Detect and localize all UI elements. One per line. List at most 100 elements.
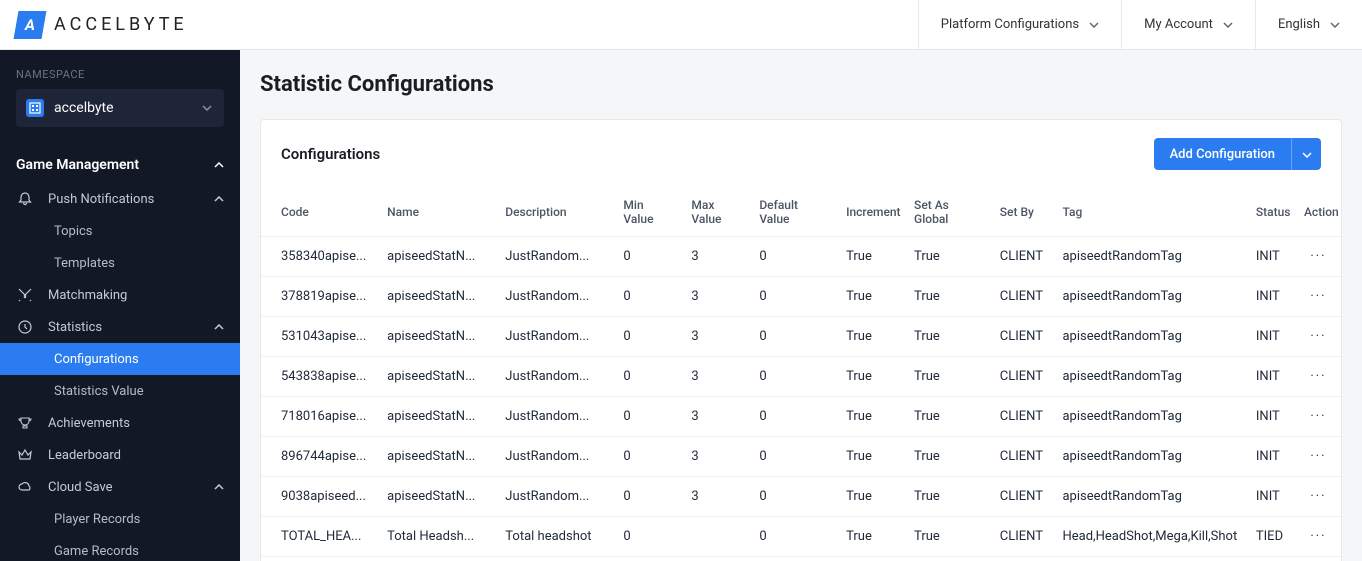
logo-mark-icon: A [14,11,47,39]
sidebar-sub-player-records[interactable]: Player Records [0,503,240,535]
row-action-menu[interactable]: ··· [1296,437,1341,477]
cell-code: 543838apise... [261,357,379,397]
row-action-menu[interactable]: ··· [1296,277,1341,317]
sidebar-sub-configurations[interactable]: Configurations [0,343,240,375]
cell-max: 3 [683,397,751,437]
cell-tag: apiseedtRandomTag [1054,477,1247,517]
configurations-table: Code Name Description Min Value Max Valu… [261,188,1341,561]
sidebar-item-achievements[interactable]: Achievements [0,407,240,439]
table-row[interactable]: 358340apise...apiseedStatN...JustRandom.… [261,237,1341,277]
table-row[interactable]: 896744apise...apiseedStatN...JustRandom.… [261,437,1341,477]
sidebar-sub-templates[interactable]: Templates [0,247,240,279]
logo[interactable]: A ACCELBYTE [16,11,188,39]
namespace-selector[interactable]: accelbyte [16,89,224,127]
row-action-menu[interactable]: ··· [1296,557,1341,561]
cell-code: apiseedstatc... [261,557,379,561]
sidebar-item-matchmaking[interactable]: Matchmaking [0,279,240,311]
sidebar-sub-statistics-value[interactable]: Statistics Value [0,375,240,407]
table-row[interactable]: apiseedstatc...apiSeedStat...apiSeedTest… [261,557,1341,561]
chevron-up-icon [214,484,224,490]
row-action-menu[interactable]: ··· [1296,517,1341,557]
row-action-menu[interactable]: ··· [1296,357,1341,397]
cell-global: True [906,317,992,357]
cell-status: INIT [1248,397,1296,437]
cell-increment: True [838,477,906,517]
cell-set_by: CLIENT [992,237,1055,277]
table-row[interactable]: 531043apise...apiseedStatN...JustRandom.… [261,317,1341,357]
cell-global: True [906,277,992,317]
cell-set_by: CLIENT [992,477,1055,517]
sidebar-item-cloud-save[interactable]: Cloud Save [0,471,240,503]
nav-language[interactable]: English [1255,0,1362,49]
cell-description: JustRandom... [497,277,615,317]
nav-my-account[interactable]: My Account [1121,0,1255,49]
cell-default: 0 [751,317,838,357]
cell-min: 0 [615,277,683,317]
cell-set_by: CLIENT [992,517,1055,557]
sidebar-sub-topics[interactable]: Topics [0,215,240,247]
cell-default: 0 [751,397,838,437]
row-action-menu[interactable]: ··· [1296,317,1341,357]
row-action-menu[interactable]: ··· [1296,237,1341,277]
nav-platform-config[interactable]: Platform Configurations [918,0,1121,49]
cell-max: 3 [683,237,751,277]
cell-set_by: CLIENT [992,317,1055,357]
swords-icon [16,287,34,303]
table-row[interactable]: 9038apiseed...apiseedStatN...JustRandom.… [261,477,1341,517]
nav-my-account-label: My Account [1144,17,1213,32]
col-action: Action [1296,188,1341,237]
cell-set_by: SERVER [992,557,1055,561]
cell-increment: True [838,557,906,561]
sidebar-item-push-notifications[interactable]: Push Notifications [0,183,240,215]
row-action-menu[interactable]: ··· [1296,477,1341,517]
col-status: Status [1248,188,1296,237]
topbar: A ACCELBYTE Platform Configurations My A… [0,0,1362,50]
sidebar-section-game-management[interactable]: Game Management [0,147,240,183]
table-row[interactable]: 543838apise...apiseedStatN...JustRandom.… [261,357,1341,397]
cell-name: apiseedStatN... [379,477,497,517]
table-row[interactable]: 718016apise...apiseedStatN...JustRandom.… [261,397,1341,437]
table-row[interactable]: TOTAL_HEA...Total Headsh...Total headsho… [261,517,1341,557]
chevron-up-icon [214,196,224,202]
add-configuration-button[interactable]: Add Configuration [1154,138,1291,170]
col-increment: Increment [838,188,906,237]
cell-default: 0 [751,437,838,477]
cell-status: INIT [1248,557,1296,561]
sidebar-item-statistics[interactable]: Statistics [0,311,240,343]
cell-set_by: CLIENT [992,397,1055,437]
row-action-menu[interactable]: ··· [1296,397,1341,437]
cell-status: TIED [1248,517,1296,557]
cell-status: INIT [1248,237,1296,277]
trophy-icon [16,415,34,431]
sidebar-sub-game-records[interactable]: Game Records [0,535,240,561]
cell-code: 718016apise... [261,397,379,437]
cell-max: 3 [683,557,751,561]
cell-set_by: CLIENT [992,437,1055,477]
logo-text: ACCELBYTE [54,14,188,35]
cell-max: 3 [683,317,751,357]
cell-tag: apiSeedRandomTag [1054,557,1247,561]
table-row[interactable]: 378819apise...apiseedStatN...JustRandom.… [261,277,1341,317]
cell-increment: True [838,517,906,557]
cell-tag: apiseedtRandomTag [1054,357,1247,397]
chevron-down-icon [1089,22,1099,28]
cell-name: apiseedStatN... [379,357,497,397]
sidebar-item-label: Statistics [48,320,102,335]
cell-tag: apiseedtRandomTag [1054,237,1247,277]
cell-increment: True [838,277,906,317]
cell-global: True [906,237,992,277]
cell-global: True [906,437,992,477]
cell-description: JustRandom... [497,397,615,437]
add-configuration-dropdown-button[interactable] [1291,138,1321,170]
cell-max: 3 [683,357,751,397]
cell-min: 0 [615,237,683,277]
cell-code: 358340apise... [261,237,379,277]
sidebar-item-leaderboard[interactable]: Leaderboard [0,439,240,471]
col-default: Default Value [751,188,838,237]
namespace-label: NAMESPACE [0,68,240,89]
cell-min: 0 [615,477,683,517]
cell-min: 0 [615,357,683,397]
cell-increment: True [838,397,906,437]
chevron-down-icon [1330,22,1340,28]
configurations-card: Configurations Add Configuration Code Na… [260,119,1342,561]
